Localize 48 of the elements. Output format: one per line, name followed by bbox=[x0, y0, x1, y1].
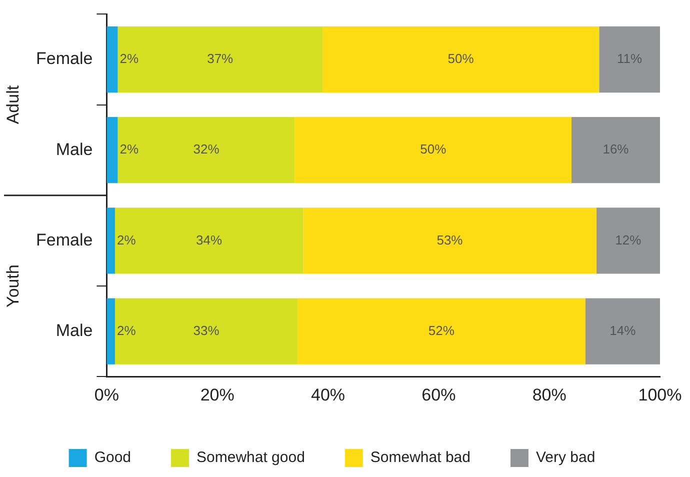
x-tick-label: 80% bbox=[532, 385, 566, 404]
data-label: 2% bbox=[116, 322, 136, 338]
legend-label: Somewhat good bbox=[196, 449, 305, 466]
bar bbox=[118, 26, 322, 93]
x-tick-label: 0% bbox=[94, 385, 119, 404]
data-label: 2% bbox=[120, 51, 139, 66]
data-label: 11% bbox=[617, 51, 643, 66]
data-label: 34% bbox=[196, 232, 222, 248]
x-tick-label: 40% bbox=[310, 385, 346, 404]
y-tick-label: Male bbox=[56, 320, 93, 340]
bar bbox=[585, 298, 660, 364]
text: Youth bbox=[4, 264, 23, 308]
x-tick-label: 100% bbox=[638, 385, 682, 404]
data-label: 16% bbox=[602, 142, 630, 157]
data-label: 32% bbox=[193, 142, 220, 157]
bar bbox=[114, 208, 304, 274]
y-tick-label: Female bbox=[36, 230, 93, 250]
bar bbox=[298, 298, 586, 364]
bar bbox=[106, 26, 118, 93]
bar bbox=[599, 26, 660, 93]
y-tick-label: Male bbox=[56, 140, 93, 159]
data-label: 37% bbox=[207, 51, 234, 66]
data-label: 14% bbox=[610, 322, 636, 338]
data-label: 2% bbox=[120, 142, 139, 157]
legend-label: Good bbox=[94, 449, 132, 466]
text: Adult bbox=[4, 85, 23, 124]
data-label: 33% bbox=[193, 322, 220, 338]
data-label: 12% bbox=[615, 232, 642, 248]
bar bbox=[106, 117, 118, 184]
x-tick-label: 60% bbox=[422, 385, 456, 404]
y-tick-label: Female bbox=[36, 49, 93, 68]
data-label: 50% bbox=[420, 142, 447, 157]
bar bbox=[322, 26, 600, 93]
data-label: 2% bbox=[116, 232, 136, 248]
x-tick-label: 20% bbox=[200, 385, 234, 404]
bar bbox=[596, 208, 660, 274]
bar bbox=[106, 298, 115, 364]
data-label: 53% bbox=[436, 232, 464, 248]
bar bbox=[303, 208, 596, 274]
bar bbox=[118, 117, 295, 184]
legend-label: Very bad bbox=[536, 449, 596, 466]
data-label: 50% bbox=[448, 51, 474, 66]
bar bbox=[106, 208, 115, 274]
data-label: 52% bbox=[428, 322, 455, 338]
bar bbox=[114, 298, 298, 364]
bar bbox=[571, 117, 660, 184]
legend-label: Somewhat bad bbox=[370, 449, 470, 466]
bar bbox=[294, 117, 572, 184]
